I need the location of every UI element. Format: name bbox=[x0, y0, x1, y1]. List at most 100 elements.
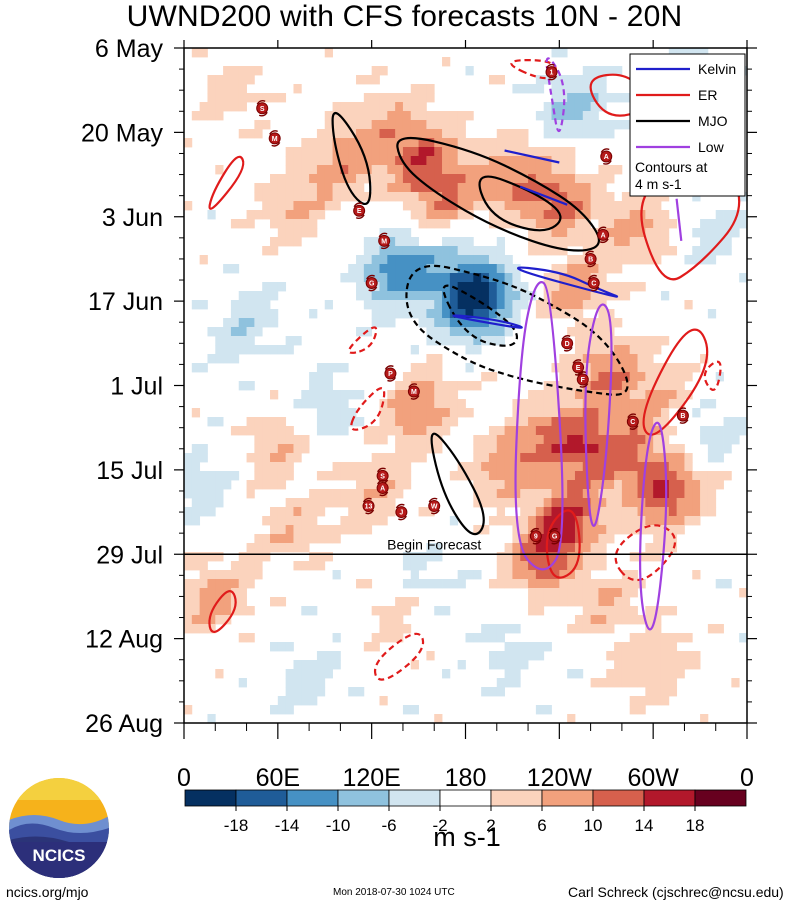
anomaly-cell bbox=[434, 174, 443, 184]
anomaly-cell bbox=[371, 102, 380, 112]
anomaly-cell bbox=[207, 579, 216, 589]
logo-text: NCICS bbox=[33, 846, 86, 865]
anomaly-cell bbox=[379, 696, 388, 706]
anomaly-cell bbox=[488, 435, 498, 445]
anomaly-cell bbox=[488, 372, 498, 382]
anomaly-cell bbox=[567, 624, 576, 634]
anomaly-cell bbox=[496, 561, 505, 571]
anomaly-cell bbox=[332, 660, 341, 670]
anomaly-cell bbox=[512, 174, 521, 184]
anomaly-cell bbox=[293, 525, 302, 535]
anomaly-cell bbox=[629, 381, 638, 391]
anomaly-cell bbox=[606, 255, 615, 265]
anomaly-cell bbox=[309, 381, 318, 391]
anomaly-cell bbox=[285, 453, 294, 463]
anomaly-cell bbox=[215, 615, 224, 625]
anomaly-cell bbox=[488, 165, 498, 175]
anomaly-cell bbox=[371, 426, 380, 436]
anomaly-cell bbox=[426, 192, 435, 202]
storm-arm-icon bbox=[365, 509, 375, 515]
anomaly-cell bbox=[582, 210, 592, 220]
anomaly-cell bbox=[559, 408, 568, 418]
anomaly-cell bbox=[582, 579, 592, 589]
anomaly-cell bbox=[629, 363, 638, 373]
anomaly-cell bbox=[363, 480, 373, 490]
anomaly-cell bbox=[551, 165, 560, 175]
anomaly-cell bbox=[653, 201, 662, 211]
anomaly-cell bbox=[442, 57, 451, 67]
anomaly-cell bbox=[356, 489, 365, 499]
anomaly-cell bbox=[481, 138, 490, 148]
anomaly-cell bbox=[238, 129, 247, 139]
anomaly-cell bbox=[488, 624, 498, 634]
anomaly-cell bbox=[191, 597, 201, 607]
anomaly-cell bbox=[629, 633, 638, 643]
anomaly-cell bbox=[676, 381, 685, 391]
storm-arm-icon bbox=[384, 365, 394, 370]
anomaly-cell bbox=[559, 417, 568, 427]
anomaly-cell bbox=[582, 66, 592, 76]
anomaly-cell bbox=[504, 300, 513, 310]
anomaly-cell bbox=[653, 651, 662, 661]
anomaly-cell bbox=[238, 327, 247, 337]
anomaly-cell bbox=[387, 165, 396, 175]
anomaly-cell bbox=[309, 138, 318, 148]
anomaly-cell bbox=[277, 507, 287, 517]
anomaly-cell bbox=[668, 219, 678, 229]
anomaly-cell bbox=[606, 588, 615, 598]
anomaly-cell bbox=[606, 471, 615, 481]
anomaly-cell bbox=[559, 237, 568, 247]
anomaly-cell bbox=[371, 75, 380, 85]
storm-marker: A bbox=[597, 226, 610, 244]
anomaly-cell bbox=[676, 399, 685, 409]
anomaly-cell bbox=[332, 129, 341, 139]
storm-label: M bbox=[381, 238, 387, 245]
anomaly-cell bbox=[473, 174, 482, 184]
anomaly-cell bbox=[520, 84, 529, 94]
anomaly-cell bbox=[473, 498, 482, 508]
anomaly-cell bbox=[270, 417, 279, 427]
anomaly-cell bbox=[582, 300, 592, 310]
footer-site-link[interactable]: ncics.org/mjo bbox=[6, 884, 89, 900]
anomaly-cell bbox=[543, 516, 552, 526]
anomaly-cell bbox=[184, 561, 193, 571]
anomaly-cell bbox=[520, 498, 529, 508]
storm-marker: J bbox=[395, 503, 408, 521]
colorbar-tick-label: -6 bbox=[381, 816, 396, 835]
anomaly-cell bbox=[184, 453, 193, 463]
anomaly-cell bbox=[371, 264, 380, 274]
anomaly-cell bbox=[645, 516, 654, 526]
anomaly-cell bbox=[567, 354, 576, 364]
anomaly-cell bbox=[270, 201, 279, 211]
anomaly-cell bbox=[528, 651, 537, 661]
storm-label: P bbox=[388, 371, 393, 378]
anomaly-cell bbox=[418, 390, 427, 400]
anomaly-cell bbox=[379, 192, 388, 202]
anomaly-cell bbox=[528, 390, 537, 400]
anomaly-cell bbox=[293, 228, 302, 238]
anomaly-cell bbox=[301, 669, 310, 679]
anomaly-cell bbox=[504, 327, 513, 337]
anomaly-cell bbox=[356, 165, 365, 175]
anomaly-cell bbox=[481, 327, 490, 337]
anomaly-cell bbox=[442, 426, 451, 436]
anomaly-cell bbox=[528, 408, 537, 418]
anomaly-cell bbox=[410, 156, 419, 166]
anomaly-cell bbox=[629, 471, 638, 481]
anomaly-cell bbox=[653, 255, 662, 265]
anomaly-cell bbox=[262, 444, 271, 454]
anomaly-cell bbox=[340, 417, 349, 427]
anomaly-cell bbox=[551, 120, 560, 130]
anomaly-cell bbox=[426, 435, 435, 445]
anomaly-cell bbox=[309, 183, 318, 193]
anomaly-cell bbox=[551, 444, 560, 454]
anomaly-cell bbox=[637, 444, 646, 454]
anomaly-cell bbox=[379, 462, 388, 472]
anomaly-cell bbox=[598, 255, 607, 265]
anomaly-cell bbox=[449, 192, 459, 202]
y-tick-label: 17 Jun bbox=[88, 288, 163, 316]
anomaly-cell bbox=[707, 498, 717, 508]
anomaly-cell bbox=[371, 129, 380, 139]
anomaly-cell bbox=[520, 156, 529, 166]
er-contour bbox=[545, 509, 581, 579]
